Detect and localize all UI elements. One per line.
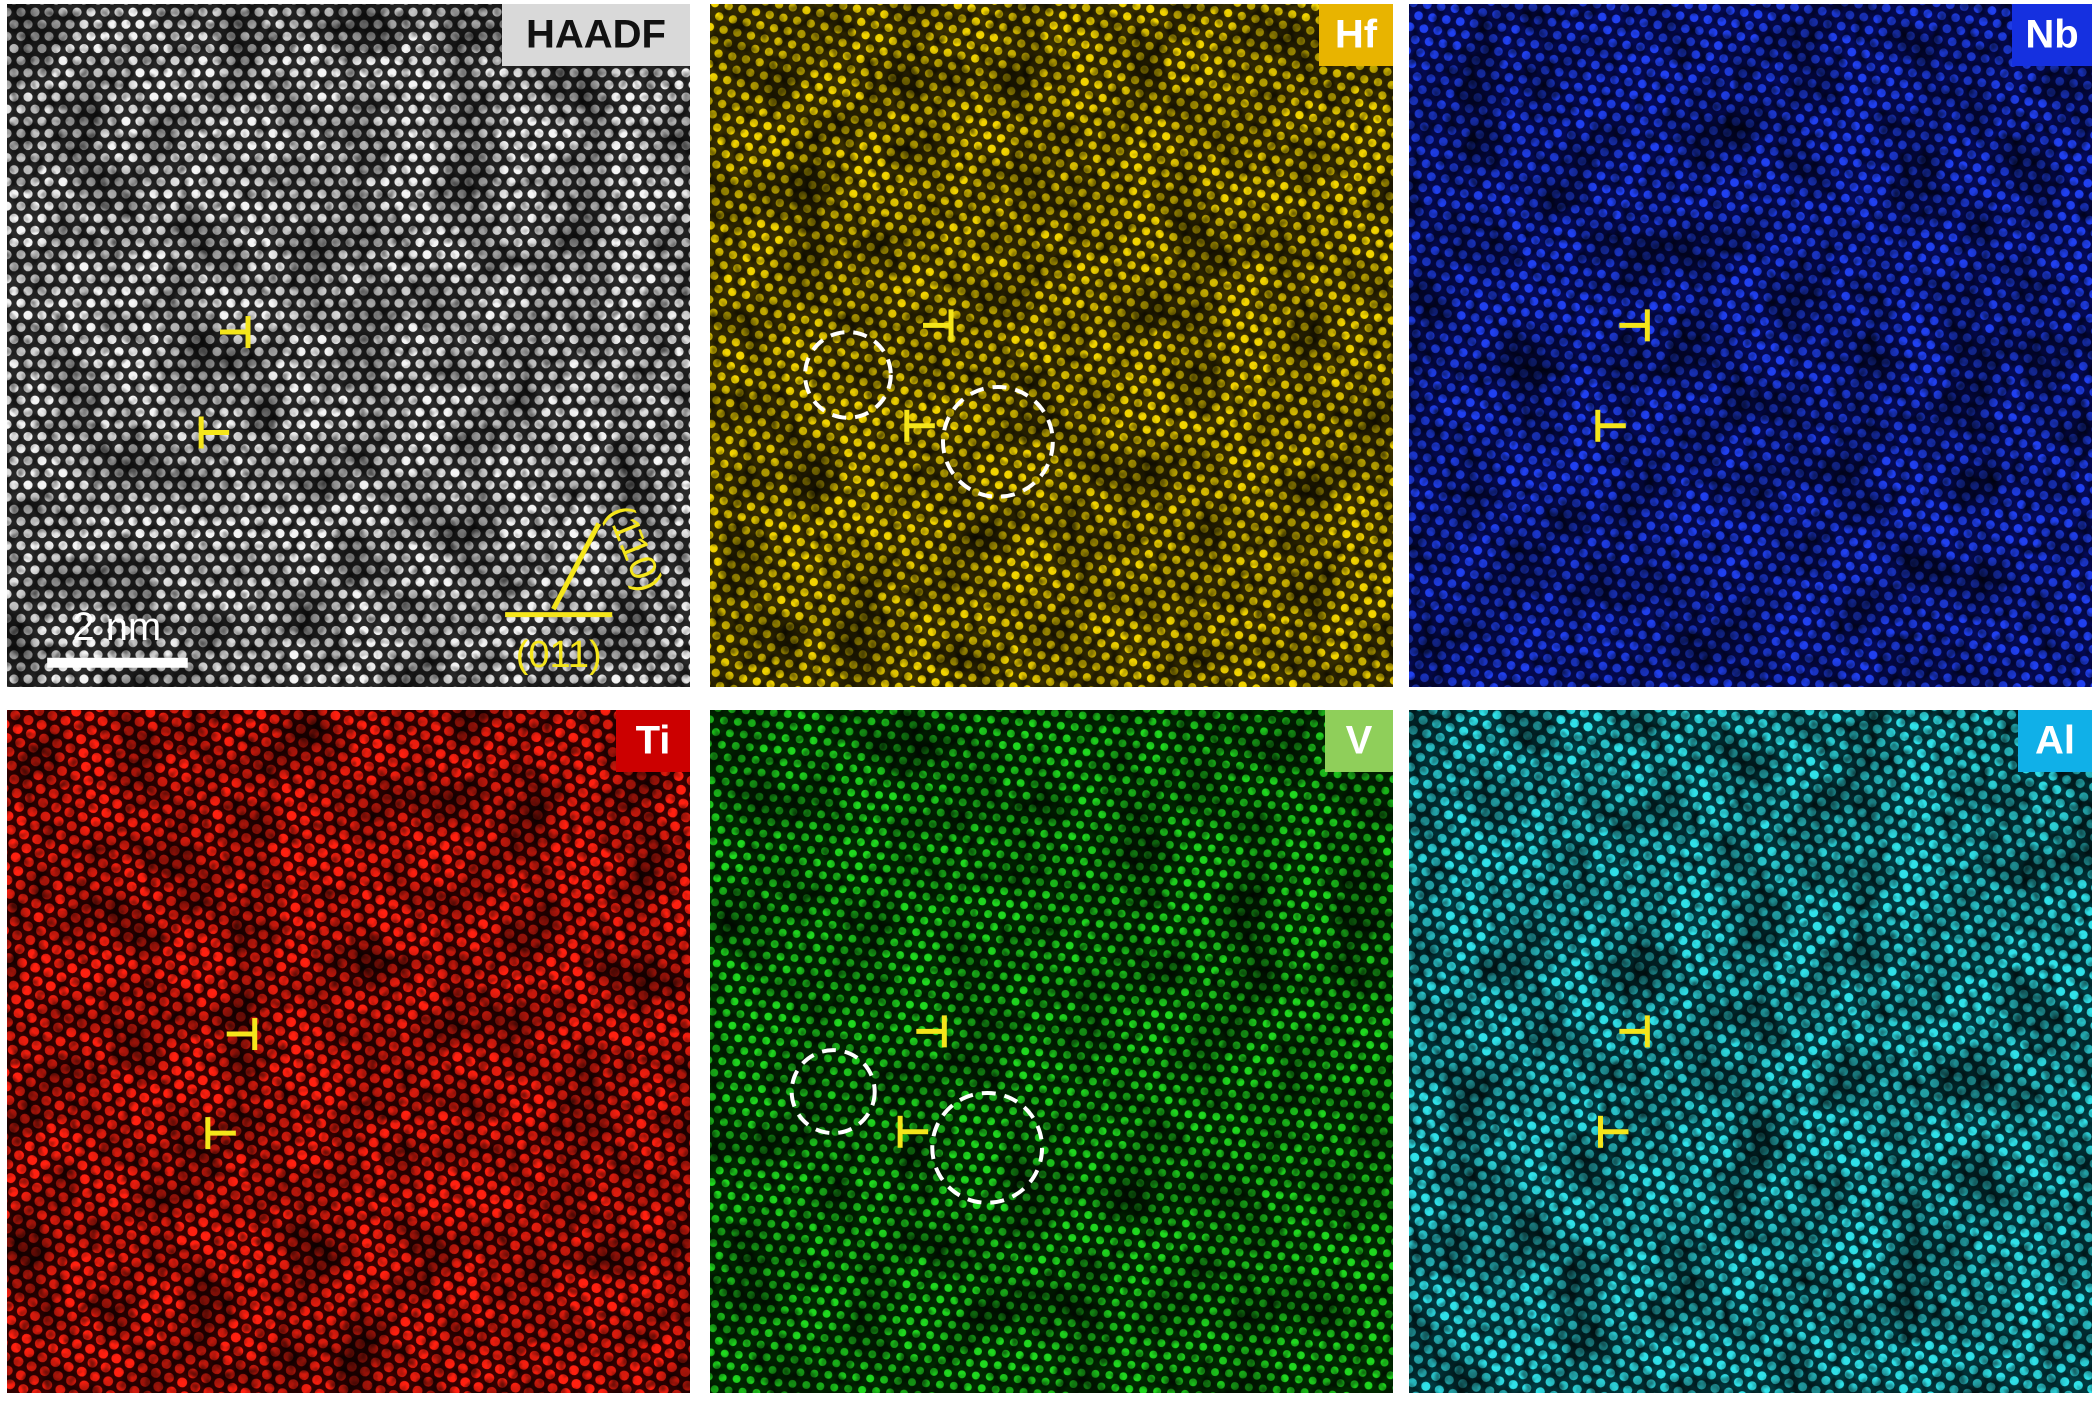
panel: HAADF [7,4,690,687]
label-box [2018,710,2092,772]
panel-label: Ti [636,719,671,763]
panel: Al [1409,710,2092,1393]
noise-mottle [7,710,690,1393]
label-box [1325,710,1393,772]
panel-label: Hf [1335,13,1378,57]
panel-label: Nb [2025,13,2078,57]
dashed-circle [803,330,893,420]
scale-bar-label: 2 nm [72,605,161,649]
noise-mottle [710,710,1393,1393]
noise-mottle [1409,4,2092,687]
direction-line [551,522,602,611]
panel: Nb [1409,4,2092,687]
panel: V [710,710,1393,1393]
panel-label: Al [2035,719,2075,763]
label-box [502,4,690,66]
label-box [1319,4,1393,66]
panel: Hf [710,4,1393,687]
dashed-circle [789,1048,877,1136]
panel: Ti [7,710,690,1393]
panel-label: V [1346,719,1373,763]
direction-label: (011) [516,634,602,676]
noise-mottle [710,4,1393,687]
noise-mottle [7,4,690,687]
dashed-circle [940,384,1055,499]
panel-label: HAADF [526,13,666,57]
label-box [616,710,690,772]
label-box [2012,4,2092,66]
dashed-circle [930,1090,1045,1205]
noise-mottle [1409,710,2092,1393]
